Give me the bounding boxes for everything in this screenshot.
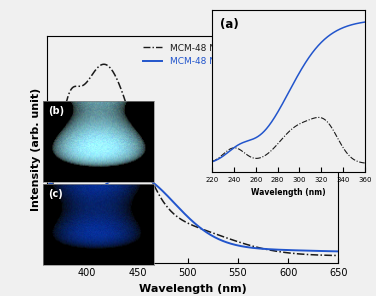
MCM-48 NPNFs xyxy=(63,210,67,213)
MCM-48 NPs xyxy=(296,252,300,256)
Text: (a): (a) xyxy=(220,18,239,31)
MCM-48 NPNFs xyxy=(336,250,341,253)
MCM-48 NPs xyxy=(222,235,226,239)
MCM-48 NPNFs xyxy=(231,242,235,246)
Text: (b): (b) xyxy=(48,106,64,116)
Text: (c): (c) xyxy=(48,189,62,199)
Line: MCM-48 NPNFs: MCM-48 NPNFs xyxy=(47,173,338,251)
MCM-48 NPNFs xyxy=(222,240,226,243)
MCM-48 NPs xyxy=(214,233,219,236)
MCM-48 NPs xyxy=(336,254,341,257)
MCM-48 NPs xyxy=(231,238,235,242)
MCM-48 NPs xyxy=(102,62,106,66)
X-axis label: Wavelength (nm): Wavelength (nm) xyxy=(251,188,326,197)
MCM-48 NPs xyxy=(63,107,67,111)
MCM-48 NPNFs xyxy=(129,172,133,175)
Y-axis label: Intensity (arb. unit): Intensity (arb. unit) xyxy=(32,88,41,211)
MCM-48 NPs xyxy=(45,210,49,214)
MCM-48 NPs xyxy=(266,248,271,252)
MCM-48 NPNFs xyxy=(45,186,49,189)
X-axis label: Wavelength (nm): Wavelength (nm) xyxy=(139,284,247,294)
Legend: MCM-48 NPs, MCM-48 NPNFs: MCM-48 NPs, MCM-48 NPNFs xyxy=(139,40,241,70)
MCM-48 NPNFs xyxy=(296,249,300,252)
MCM-48 NPNFs xyxy=(214,237,219,240)
Line: MCM-48 NPs: MCM-48 NPs xyxy=(47,64,338,255)
MCM-48 NPNFs xyxy=(266,247,271,251)
